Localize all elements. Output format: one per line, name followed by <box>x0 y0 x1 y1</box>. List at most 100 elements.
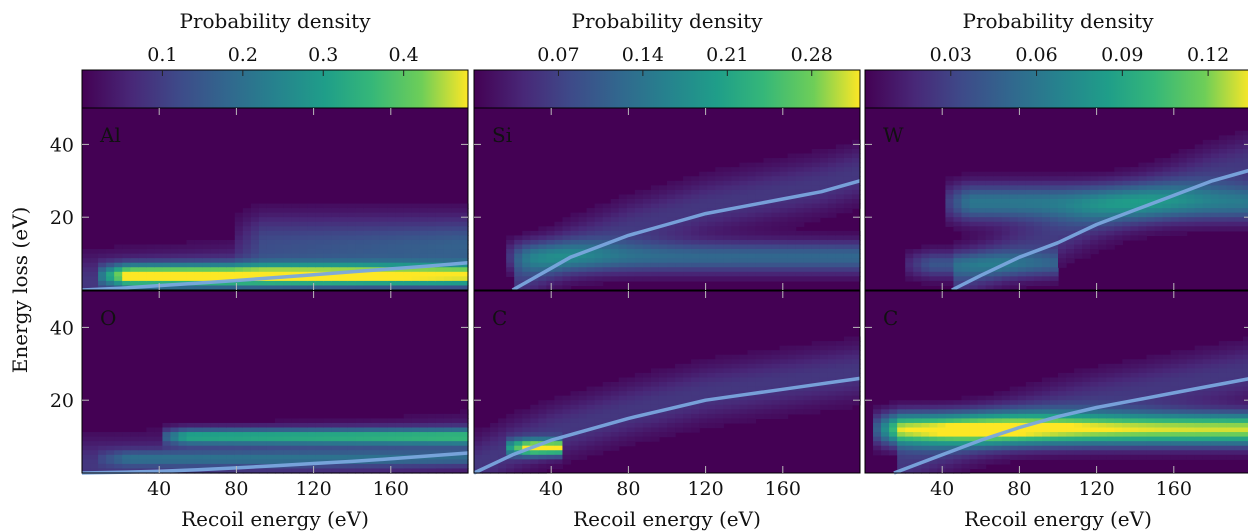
heatmap-cell <box>178 450 188 456</box>
heatmap-cell <box>691 239 700 246</box>
heatmap-cell <box>395 271 405 277</box>
heatmap-cell <box>707 171 716 177</box>
heatmap-cell <box>355 262 365 268</box>
heatmap-cell <box>1058 436 1067 442</box>
heatmap-cell <box>787 258 797 264</box>
heatmap-cell <box>371 468 381 474</box>
heatmap-cell <box>819 404 829 410</box>
heatmap-cell <box>323 468 332 474</box>
heatmap-cell <box>683 203 692 209</box>
heatmap-cell <box>1234 189 1244 196</box>
heatmap-cell <box>546 244 556 250</box>
heatmap-cell <box>739 189 749 196</box>
heatmap-cell <box>1146 354 1156 360</box>
heatmap-cell <box>602 226 612 232</box>
heatmap-cell <box>819 194 829 200</box>
heatmap-cell <box>146 432 155 438</box>
heatmap-cell <box>835 345 845 351</box>
heatmap-cell <box>1106 235 1115 241</box>
heatmap-cell <box>905 404 914 410</box>
heatmap-cell <box>993 391 1003 397</box>
heatmap-cell <box>355 441 365 447</box>
heatmap-cell <box>1098 189 1107 196</box>
heatmap-cell <box>403 463 413 470</box>
heatmap-cell <box>1154 203 1164 209</box>
heatmap-cell <box>1202 427 1212 433</box>
heatmap-cell <box>387 217 397 223</box>
heatmap-cell <box>913 258 922 264</box>
heatmap-cell <box>522 468 531 474</box>
heatmap-cell <box>779 359 789 365</box>
heatmap-cell <box>667 377 676 383</box>
heatmap-cell <box>514 262 523 268</box>
heatmap-cell <box>929 400 938 406</box>
heatmap-cell <box>1122 199 1131 205</box>
heatmap-cell <box>961 262 971 268</box>
heatmap-cell <box>1074 382 1083 388</box>
heatmap-cell <box>1186 221 1196 227</box>
heatmap-cell <box>1049 276 1059 282</box>
heatmap-cell <box>482 468 491 474</box>
heatmap-cell <box>803 249 813 255</box>
heatmap-cell <box>1226 359 1236 365</box>
heatmap-cell <box>1226 217 1236 223</box>
heatmap-cell <box>707 372 716 379</box>
heatmap-cell <box>522 413 531 419</box>
heatmap-cell <box>835 400 845 406</box>
heatmap-cell <box>1041 382 1051 388</box>
x-tick-label: 80 <box>616 478 640 500</box>
heatmap-cell <box>427 459 437 465</box>
heatmap-cell <box>626 441 636 447</box>
heatmap-cell <box>819 391 829 397</box>
heatmap-cell <box>363 285 373 291</box>
heatmap-cell <box>1218 354 1228 360</box>
heatmap-cell <box>675 208 684 214</box>
heatmap-cell <box>843 235 853 241</box>
heatmap-cell <box>683 226 692 232</box>
heatmap-cell <box>291 249 300 255</box>
heatmap-cell <box>683 409 692 415</box>
heatmap-cell <box>961 226 971 232</box>
heatmap-cell <box>945 203 955 209</box>
heatmap-cell <box>218 422 228 429</box>
heatmap-cell <box>562 409 572 415</box>
heatmap-cell <box>403 422 413 429</box>
heatmap-cell <box>937 404 947 410</box>
heatmap-cell <box>803 372 813 379</box>
heatmap-cell <box>1041 432 1051 438</box>
heatmap-cell <box>299 249 308 255</box>
heatmap-cell <box>1210 368 1220 374</box>
heatmap-cell <box>371 280 381 287</box>
heatmap-cell <box>451 422 461 429</box>
heatmap-cell <box>530 413 539 419</box>
heatmap-cell <box>691 418 700 424</box>
heatmap-cell <box>459 454 469 460</box>
heatmap-cell <box>755 354 765 360</box>
heatmap-cell <box>1058 418 1067 424</box>
heatmap-cell <box>1033 221 1043 227</box>
heatmap-cell <box>514 271 523 277</box>
heatmap-cell <box>929 244 938 250</box>
heatmap-cell <box>1041 267 1051 273</box>
heatmap-cell <box>1017 285 1027 291</box>
heatmap-cell <box>355 276 365 282</box>
heatmap-cell <box>98 267 107 273</box>
heatmap-cell <box>961 285 971 291</box>
heatmap-cell <box>921 262 930 268</box>
heatmap-cell <box>835 171 845 177</box>
heatmap-cell <box>154 267 164 273</box>
heatmap-cell <box>202 459 212 465</box>
heatmap-cell <box>266 432 276 438</box>
heatmap-cell <box>474 459 483 465</box>
heatmap-cell <box>1170 350 1180 356</box>
heatmap-cell <box>929 253 938 259</box>
heatmap-cell <box>546 262 556 268</box>
heatmap-cell <box>1017 280 1027 287</box>
heatmap-cell <box>1154 176 1164 182</box>
heatmap-cell <box>683 427 692 433</box>
heatmap-cell <box>1009 194 1019 200</box>
heatmap-cell <box>650 267 660 273</box>
heatmap-cell <box>811 350 821 356</box>
heatmap-cell <box>1226 135 1236 141</box>
heatmap-cell <box>1090 454 1099 460</box>
